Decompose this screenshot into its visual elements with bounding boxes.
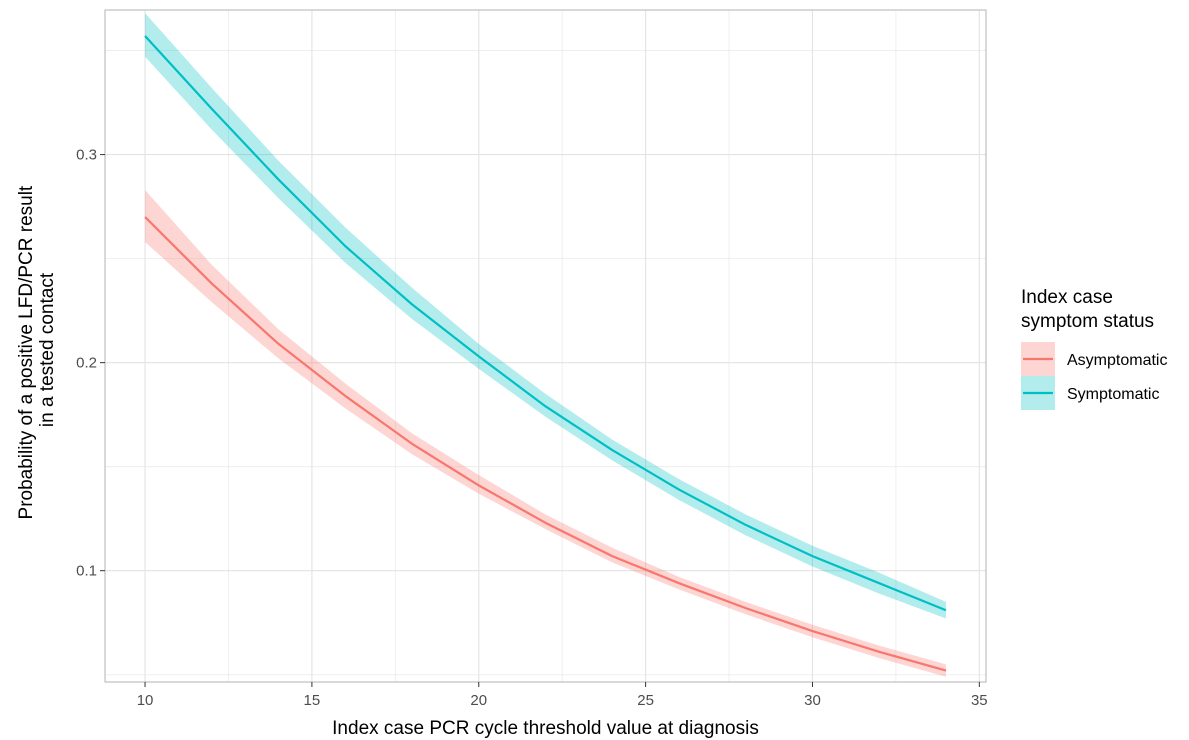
series-lines [144, 35, 947, 672]
legend-title-line-2: symptom status [1021, 311, 1154, 332]
x-axis-title: Index case PCR cycle threshold value at … [332, 718, 759, 739]
x-tick-label: 35 [971, 692, 988, 709]
legend-keys: Asymptomatic Symptomatic [1021, 342, 1167, 410]
x-tick-label: 25 [637, 692, 654, 709]
x-axis: 10 15 20 25 30 35 [137, 682, 988, 709]
asymptomatic-confidence-ribbon [145, 189, 946, 677]
legend: Index case symptom status Asymptomatic Sy… [1021, 287, 1167, 410]
symptomatic-legend-label: Symptomatic [1067, 386, 1159, 403]
minor-gridlines [105, 10, 986, 682]
panel-border [104, 9, 987, 683]
y-axis-title: Probability of a positive LFD/PCR result… [16, 181, 58, 520]
y-tick-label: 0.3 [76, 147, 97, 164]
legend-title-line-1: Index case [1021, 287, 1113, 308]
y-axis: 0.1 0.2 0.3 [76, 147, 105, 580]
y-tick-label: 0.1 [76, 563, 97, 580]
symptomatic-line [144, 35, 947, 612]
y-axis-title-line-2: in a tested contact [37, 272, 58, 427]
x-tick-label: 10 [137, 692, 154, 709]
asymptomatic-legend-label: Asymptomatic [1067, 352, 1167, 369]
asymptomatic-line [144, 216, 947, 672]
y-axis-title-line-1: Probability of a positive LFD/PCR result [16, 185, 37, 519]
x-tick-label: 30 [804, 692, 821, 709]
x-tick-label: 15 [304, 692, 321, 709]
legend-title: Index case symptom status [1021, 287, 1154, 332]
confidence-ribbons [145, 13, 946, 677]
y-tick-label: 0.2 [76, 355, 97, 372]
x-tick-label: 20 [470, 692, 487, 709]
